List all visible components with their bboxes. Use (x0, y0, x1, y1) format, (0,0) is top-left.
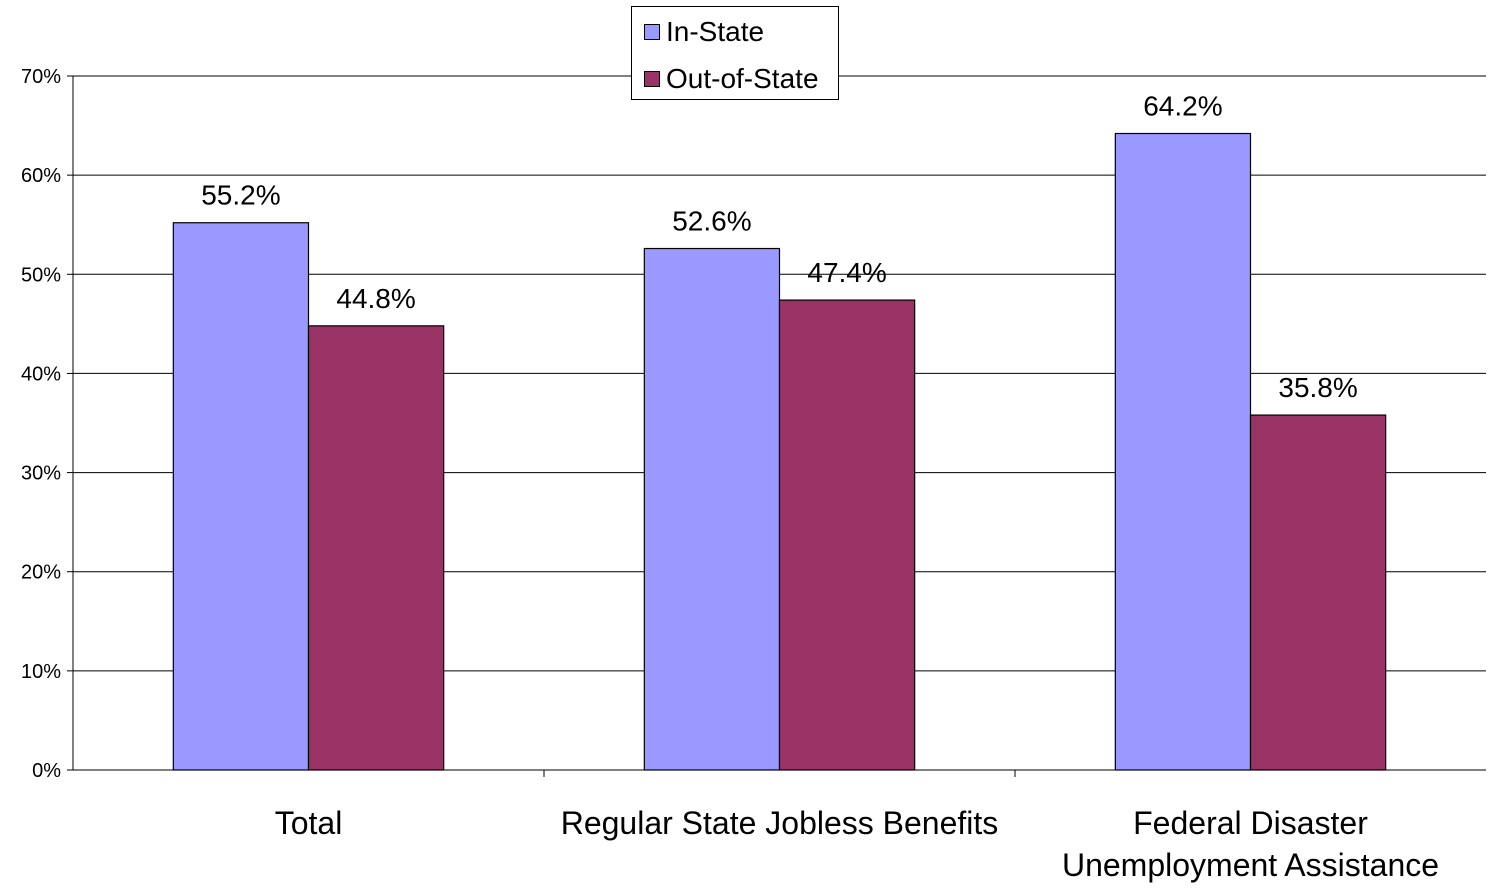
legend-label-out-of-state: Out-of-State (666, 63, 819, 94)
y-tick-label: 10% (21, 661, 61, 683)
x-category-label: Regular State Jobless Benefits (561, 805, 999, 841)
y-tick-label: 60% (21, 165, 61, 187)
y-tick-label: 30% (21, 463, 61, 485)
x-category-label: Federal Disaster (1133, 805, 1368, 841)
legend-item-out-of-state: Out-of-State (644, 63, 819, 94)
data-label: 35.8% (1278, 372, 1357, 403)
legend-item-in-state: In-State (644, 16, 765, 47)
bar-out-of-state (778, 299, 916, 771)
bar-out-of-state (1249, 414, 1387, 771)
data-label: 44.8% (336, 283, 415, 314)
y-tick-label: 0% (32, 760, 61, 782)
x-category-label: Unemployment Assistance (1062, 847, 1439, 883)
data-label: 55.2% (201, 180, 280, 211)
legend-swatch-in-state (644, 24, 660, 40)
bar-in-state (643, 247, 781, 771)
x-category-label: Total (275, 805, 343, 841)
data-label: 47.4% (807, 257, 886, 288)
y-tick-label: 70% (21, 66, 61, 88)
y-tick-label: 40% (21, 363, 61, 385)
bar-out-of-state (307, 325, 445, 771)
data-label: 52.6% (672, 206, 751, 237)
data-label: 64.2% (1143, 91, 1222, 122)
bar-in-state (1114, 132, 1252, 771)
legend: In-State Out-of-State (631, 6, 839, 100)
bar-in-state (172, 222, 310, 771)
legend-swatch-out-of-state (644, 71, 660, 87)
y-tick-label: 20% (21, 562, 61, 584)
y-tick-label: 50% (21, 264, 61, 286)
legend-label-in-state: In-State (666, 16, 765, 47)
